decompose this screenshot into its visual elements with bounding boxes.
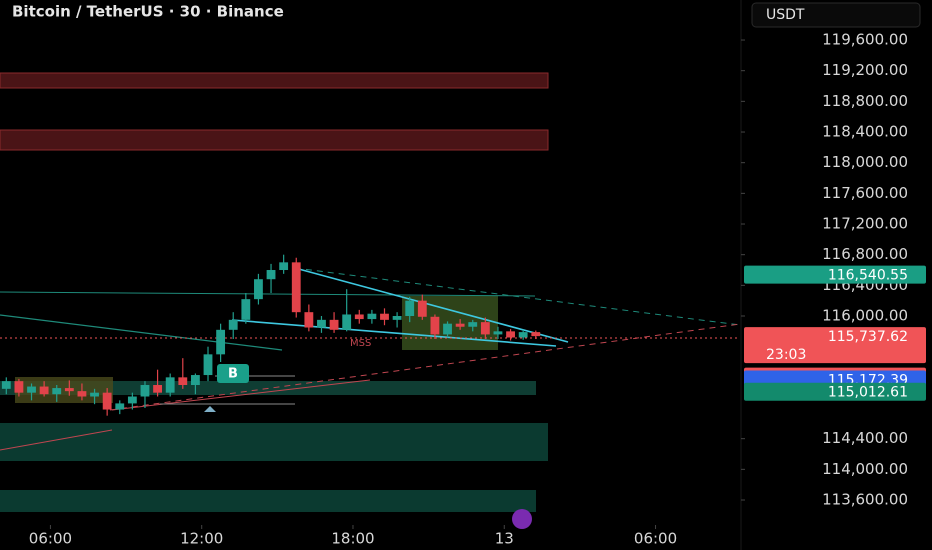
- candle-body: [480, 322, 490, 335]
- level-line: [0, 291, 536, 297]
- candle-body: [14, 381, 24, 393]
- y-tick-label: 117,200.00: [822, 215, 908, 233]
- y-tick-label: 118,000.00: [822, 153, 908, 171]
- mss-label: MSS: [350, 338, 371, 349]
- candle-body: [342, 314, 352, 330]
- countdown-label: 23:03: [766, 347, 806, 363]
- wedge-line: [231, 319, 557, 347]
- candle-body: [493, 331, 503, 335]
- candle-body: [317, 319, 326, 328]
- y-tick-label: 118,800.00: [822, 92, 908, 110]
- price-tag-label: 115,737.62: [828, 329, 908, 345]
- candle-body: [468, 322, 478, 327]
- logo-icon: [512, 509, 532, 529]
- candle-body: [178, 377, 188, 386]
- y-tick-label: 116,000.00: [822, 307, 908, 325]
- y-tick-label: 116,800.00: [822, 245, 908, 263]
- candle-body: [506, 331, 515, 338]
- x-tick-label: 18:00: [331, 530, 374, 548]
- y-tick-label: 114,400.00: [822, 429, 908, 447]
- candle-body: [153, 385, 162, 393]
- candle-body: [443, 323, 452, 335]
- candle-body: [304, 312, 314, 328]
- price-tag: [744, 382, 926, 401]
- buy-badge: [217, 364, 249, 383]
- candle-body: [405, 300, 415, 317]
- candle-body: [27, 386, 36, 393]
- candle-body: [228, 319, 238, 330]
- candle-body: [266, 270, 276, 280]
- currency-label[interactable]: USDT: [766, 7, 805, 23]
- drawings: [0, 72, 741, 529]
- candle-body: [241, 299, 251, 320]
- candle-body: [77, 391, 87, 397]
- candles: [1, 254, 541, 416]
- buy-label: B: [228, 367, 238, 382]
- price-tag-label: 116,540.55: [828, 268, 908, 284]
- x-tick-label: 13: [495, 530, 514, 548]
- candle-body: [39, 386, 49, 395]
- candle-body: [102, 392, 112, 410]
- candle-body: [279, 262, 289, 271]
- demand-zone: [0, 490, 536, 512]
- candle-body: [140, 385, 150, 397]
- candle-body: [165, 377, 175, 393]
- demand-zone: [0, 423, 548, 461]
- candle-body: [518, 332, 528, 338]
- projection-line: [294, 267, 741, 326]
- trend-line: [111, 379, 371, 411]
- y-tick-label: 118,400.00: [822, 123, 908, 141]
- price-tag: [744, 327, 926, 364]
- y-tick-label: 119,200.00: [822, 61, 908, 79]
- candle-body: [1, 381, 11, 389]
- trend-line: [0, 429, 113, 451]
- supply-zone: [0, 72, 549, 89]
- candle-body: [90, 392, 99, 397]
- trend-line: [0, 314, 283, 351]
- candle-body: [127, 396, 137, 404]
- arrow-marker: [204, 406, 216, 412]
- candle-body: [455, 323, 465, 327]
- y-tick-label: 113,600.00: [822, 491, 908, 509]
- y-tick-label: 119,600.00: [822, 31, 908, 49]
- candle-body: [430, 316, 440, 335]
- candle-body: [354, 314, 364, 320]
- y-tick-label: 114,000.00: [822, 460, 908, 478]
- candle-body: [417, 300, 427, 317]
- candle-body: [190, 375, 200, 386]
- candle-body: [203, 354, 213, 376]
- candle-body: [52, 388, 62, 395]
- x-tick-label: 12:00: [180, 530, 223, 548]
- candle-body: [64, 388, 74, 392]
- candle-body: [392, 316, 402, 320]
- price-tag: [744, 265, 926, 284]
- candle-body: [367, 313, 377, 320]
- x-tick-label: 06:00: [29, 530, 72, 548]
- supply-zone: [0, 129, 549, 151]
- candle-body: [216, 329, 226, 355]
- chart-title: Bitcoin / TetherUS · 30 · Binance: [12, 3, 284, 21]
- candle-body: [115, 403, 125, 410]
- x-tick-label: 06:00: [634, 530, 677, 548]
- currency-button[interactable]: [751, 2, 921, 28]
- candle-body: [254, 279, 263, 300]
- y-tick-label: 117,600.00: [822, 184, 908, 202]
- wedge-line: [294, 267, 569, 343]
- price-tag-label: 115,012.61: [828, 385, 908, 401]
- candle-body: [380, 313, 389, 320]
- candle-body: [531, 332, 541, 337]
- candle-body: [329, 319, 339, 330]
- candle-body: [291, 262, 301, 313]
